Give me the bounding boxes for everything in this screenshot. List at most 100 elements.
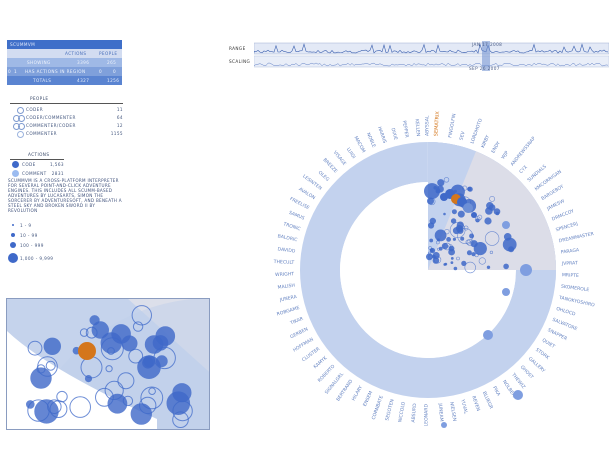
contributor-label[interactable]: AVALON [297, 186, 316, 201]
zoom-activity-dot[interactable] [69, 396, 91, 418]
activity-dot[interactable] [478, 257, 486, 265]
activity-dot[interactable] [434, 229, 447, 242]
zoom-activity-dot[interactable] [107, 347, 115, 355]
zoom-activity-dot[interactable] [27, 340, 43, 356]
activity-dot[interactable] [520, 264, 532, 276]
contributor-label[interactable]: WJP [500, 150, 510, 161]
contributor-label[interactable]: JAMESW [545, 198, 566, 212]
zoom-highlighted-dot[interactable] [78, 342, 96, 360]
activity-dot[interactable] [508, 246, 515, 253]
activity-dot[interactable] [463, 225, 469, 231]
activity-dot[interactable] [486, 265, 491, 270]
contributor-label[interactable]: KIRBY [480, 134, 491, 149]
activity-dot[interactable] [433, 256, 442, 264]
contributor-label[interactable]: DIXIE [390, 127, 399, 140]
zoom-activity-dot[interactable] [100, 337, 124, 361]
contributor-label[interactable]: KELLEN [414, 119, 421, 137]
highlighted-contributor-label[interactable]: SEMATRIX [433, 110, 441, 136]
activity-dot[interactable] [463, 203, 473, 213]
table-row[interactable]: 0 1 HAS ACTIONS IN REGION 0 0 [7, 67, 122, 76]
contributor-label[interactable]: MRIPTE [562, 272, 579, 279]
contributor-label[interactable]: CYX [518, 164, 529, 175]
activity-dot[interactable] [452, 227, 460, 235]
contributor-label[interactable]: JUNEAM [437, 402, 445, 422]
contributor-label[interactable]: CORNBATE [371, 395, 385, 421]
contributor-label[interactable]: ENDY [490, 140, 501, 154]
contributor-label[interactable]: KAMYK [313, 355, 330, 371]
activity-dot[interactable] [425, 253, 433, 261]
contributor-label[interactable]: HILARY [351, 385, 364, 402]
activity-dot[interactable] [450, 218, 457, 224]
legend-item-comment[interactable]: COMMENT 2831 [10, 170, 64, 178]
activity-dot[interactable] [446, 236, 451, 242]
contributor-label[interactable]: PIKA [491, 385, 502, 398]
contributor-label[interactable]: THECULT [273, 259, 295, 266]
zoom-activity-dot[interactable] [89, 315, 100, 326]
activity-dot[interactable] [453, 266, 458, 271]
activity-dot[interactable] [464, 261, 476, 274]
contributor-label[interactable]: ABYSSAL [424, 115, 430, 136]
contributor-label[interactable]: JUNERA [278, 294, 298, 304]
activity-dot[interactable] [428, 246, 432, 250]
activity-dot[interactable] [438, 246, 443, 251]
zoom-activity-dot[interactable] [117, 372, 135, 390]
zoom-activity-dot[interactable] [139, 396, 157, 415]
zoom-activity-dot[interactable] [140, 386, 164, 410]
contributor-label[interactable]: LORDHOTO [469, 117, 484, 144]
zoom-activity-dot[interactable] [128, 348, 144, 364]
activity-dot[interactable] [466, 239, 474, 246]
timeline-range-handle[interactable] [482, 41, 490, 71]
activity-dot[interactable] [466, 250, 472, 256]
activity-dot[interactable] [450, 256, 454, 260]
contributor-label[interactable]: NOBLE [365, 132, 377, 149]
activity-dot[interactable] [471, 212, 477, 218]
activity-dot[interactable] [457, 210, 465, 218]
activity-dot[interactable] [429, 247, 436, 254]
zoom-activity-dot[interactable] [131, 305, 153, 326]
contributor-label[interactable]: SNAPPER [547, 327, 569, 342]
contributor-label[interactable]: SKOMEROLE [561, 284, 590, 294]
activity-dot[interactable] [429, 238, 434, 243]
contributor-label[interactable]: TIKAR [289, 316, 305, 327]
contributor-label[interactable]: ABSURD [410, 403, 418, 423]
zoom-activity-dot[interactable] [84, 375, 93, 383]
contributor-label[interactable]: OHLOCD [555, 306, 576, 318]
zoom-activity-dot[interactable] [122, 395, 134, 407]
legend-item-coder[interactable]: CODER 11 [10, 106, 123, 114]
contributor-label[interactable]: HARRIS [376, 126, 387, 144]
contributor-label[interactable]: PEPPER [401, 120, 410, 139]
activity-dot[interactable] [435, 240, 440, 245]
contributor-label[interactable]: TANOKYOSHIRO [557, 295, 595, 309]
contributor-label[interactable]: STORK [534, 347, 551, 362]
zoom-detail-view[interactable] [7, 299, 209, 429]
activity-dot[interactable] [484, 231, 500, 246]
contributor-label[interactable]: OLEG [317, 170, 331, 183]
activity-dot[interactable] [433, 186, 437, 190]
activity-dot[interactable] [467, 186, 472, 192]
activity-dot[interactable] [460, 236, 465, 241]
activity-dot[interactable] [495, 211, 500, 216]
zoom-activity-dot[interactable] [132, 321, 144, 332]
zoom-activity-dot[interactable] [166, 391, 191, 415]
activity-dot[interactable] [486, 201, 494, 210]
contributor-label[interactable]: FREELISE [289, 196, 311, 211]
activity-dot[interactable] [441, 422, 447, 428]
contributor-label[interactable]: WRIGHT [275, 271, 294, 278]
zoom-activity-dot[interactable] [45, 360, 56, 371]
zoom-activity-dot[interactable] [142, 357, 154, 369]
activity-dot[interactable] [483, 330, 493, 340]
zoom-activity-dot[interactable] [34, 399, 59, 424]
zoom-activity-dot[interactable] [130, 403, 153, 425]
legend-item-coder-commenter[interactable]: CODER/COMMENTER 64 [10, 114, 123, 122]
activity-dot[interactable] [474, 253, 479, 258]
timeline-panel[interactable]: RANGE SCALING JAN 17 2008 SEP 26 2007 [229, 41, 609, 71]
contributor-label[interactable]: JVPRAT [561, 260, 578, 267]
zoom-activity-dot[interactable] [104, 380, 124, 401]
activity-dot[interactable] [469, 233, 475, 239]
table-row[interactable]: TOTALS 4327 1256 [7, 76, 122, 85]
activity-dot[interactable] [502, 288, 510, 296]
contributor-label[interactable]: QUIET [541, 337, 556, 350]
activity-dot[interactable] [443, 212, 446, 216]
legend-item-code[interactable]: CODE 1,563 [10, 161, 64, 169]
